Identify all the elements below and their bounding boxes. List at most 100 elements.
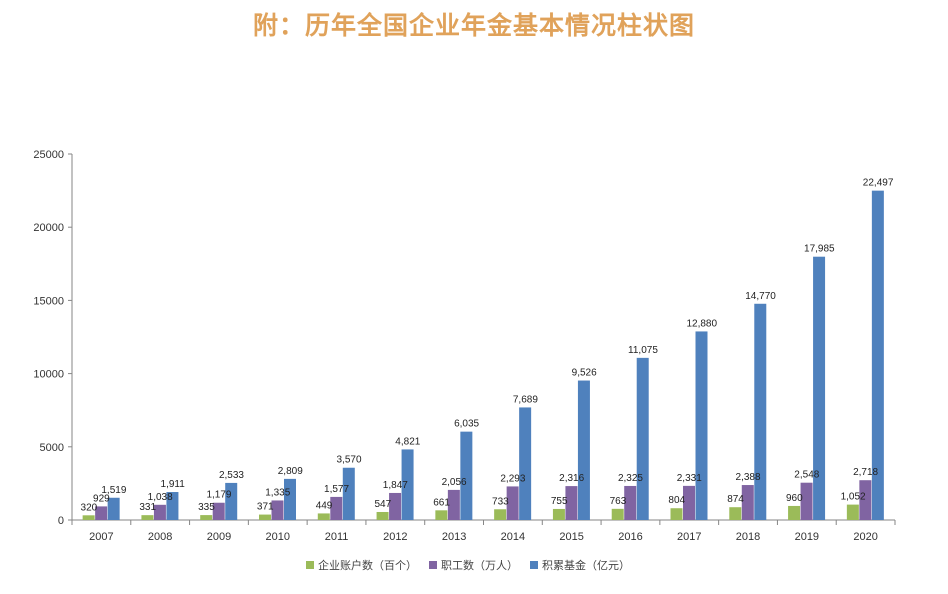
- data-label: 2,718: [853, 467, 878, 478]
- bar: [695, 331, 708, 520]
- y-tick-label: 0: [58, 515, 64, 527]
- legend-swatch: [429, 561, 437, 569]
- data-label: 2,548: [794, 470, 819, 481]
- bar: [200, 515, 213, 520]
- bar: [754, 303, 767, 520]
- data-label: 1,179: [206, 490, 231, 501]
- x-tick-label: 2019: [795, 531, 819, 543]
- y-tick-label: 5000: [40, 442, 64, 454]
- x-tick-label: 2008: [148, 531, 172, 543]
- bar: [519, 407, 532, 520]
- y-axis: 0 5000 10000 15000 20000 25000: [33, 149, 73, 527]
- bar: [435, 510, 448, 520]
- data-label: 2,533: [219, 470, 244, 481]
- data-label: 14,770: [745, 291, 776, 302]
- bar: [813, 256, 826, 520]
- x-tick-label: 2014: [501, 531, 525, 543]
- bar: [670, 508, 683, 520]
- data-label: 960: [786, 493, 803, 504]
- bar: [401, 449, 414, 520]
- bar: [846, 504, 859, 520]
- data-label: 804: [668, 495, 685, 506]
- legend-label: 积累基金（亿元）: [542, 558, 630, 572]
- data-label: 2,325: [618, 473, 643, 484]
- bar: [225, 482, 238, 520]
- x-tick-label: 2013: [442, 531, 466, 543]
- data-label: 755: [551, 496, 568, 507]
- bar: [729, 507, 742, 520]
- data-label: 3,570: [337, 455, 362, 466]
- bar: [342, 467, 355, 520]
- data-label: 1,577: [324, 484, 349, 495]
- bar: [636, 357, 649, 520]
- data-label: 661: [433, 497, 450, 508]
- x-tick-label: 2015: [559, 531, 583, 543]
- bar: [166, 492, 179, 520]
- x-tick-label: 2012: [383, 531, 407, 543]
- x-axis: 2007 2008 2009 2010 2011 2012 2013 2014 2015 2016…: [71, 519, 896, 543]
- bar: [82, 515, 95, 520]
- data-label: 320: [81, 502, 98, 513]
- bar: [330, 496, 343, 520]
- bar: [212, 502, 225, 520]
- bar: [141, 515, 154, 520]
- data-label: 929: [93, 493, 110, 504]
- bar: [788, 505, 801, 520]
- bar: [624, 485, 637, 520]
- y-tick-label: 10000: [33, 369, 64, 381]
- data-label: 763: [610, 496, 627, 507]
- y-tick-label: 20000: [33, 222, 64, 234]
- bar: [611, 508, 624, 520]
- bar: [683, 485, 695, 520]
- data-label: 547: [374, 499, 391, 510]
- bar: [552, 508, 565, 520]
- data-label: 371: [257, 502, 274, 513]
- bar: [800, 482, 813, 520]
- legend-label: 职工数（万人）: [441, 559, 518, 572]
- bar: [460, 431, 473, 520]
- page-title: 附：历年全国企业年金基本情况柱状图: [252, 11, 695, 40]
- bar: [259, 514, 271, 520]
- legend-swatch: [306, 561, 314, 569]
- bar: [153, 504, 166, 520]
- data-label: 12,880: [686, 318, 717, 329]
- bars: [82, 190, 884, 520]
- bar: [271, 500, 284, 520]
- data-label: 4,821: [395, 436, 420, 447]
- data-label: 449: [316, 500, 333, 511]
- bar: [577, 380, 590, 520]
- data-label: 1,911: [161, 479, 186, 490]
- bar: [284, 478, 296, 520]
- bar: [871, 190, 884, 520]
- y-tick-label: 15000: [33, 295, 64, 307]
- data-label: 22,497: [863, 178, 894, 189]
- data-label: 335: [198, 502, 215, 513]
- x-tick-label: 2016: [618, 531, 642, 543]
- data-label: 2,331: [677, 473, 702, 484]
- x-tick-label: 2017: [677, 531, 701, 543]
- x-tick-label: 2020: [853, 531, 877, 543]
- bar: [95, 506, 108, 520]
- x-tick-label: 2010: [266, 531, 290, 543]
- x-tick-label: 2009: [207, 531, 231, 543]
- data-label: 17,985: [804, 244, 835, 255]
- data-label: 7,689: [513, 394, 538, 405]
- legend-label: 企业账户数（百个）: [318, 558, 417, 572]
- data-label: 1,847: [383, 480, 408, 491]
- bar: [107, 497, 120, 520]
- y-tick-label: 25000: [33, 149, 64, 161]
- data-label: 6,035: [454, 419, 479, 430]
- bar: [741, 485, 754, 520]
- bar: [447, 489, 460, 520]
- bar: [859, 480, 872, 520]
- data-label: 733: [492, 496, 509, 507]
- data-label: 11,075: [628, 345, 658, 356]
- data-label: 1,038: [148, 492, 173, 503]
- data-label: 874: [727, 494, 744, 505]
- data-label: 2,388: [736, 472, 761, 483]
- data-label: 1,335: [265, 487, 290, 498]
- x-tick-label: 2011: [325, 531, 349, 543]
- x-tick-label: 2007: [89, 531, 113, 543]
